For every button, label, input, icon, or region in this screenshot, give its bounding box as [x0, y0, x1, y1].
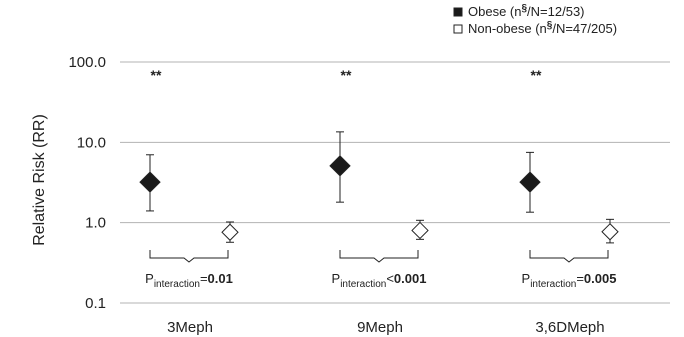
x-tick-label: 9Meph [357, 319, 403, 336]
interaction-bracket [150, 250, 228, 262]
legend-entry: Obese (n§/N=12/53) [468, 3, 585, 19]
data-point-marker [520, 172, 540, 192]
data-point-marker [602, 224, 618, 240]
significance-marker: ** [151, 67, 162, 83]
legend-entry: Non-obese (n§/N=47/205) [468, 20, 617, 36]
significance-marker: ** [341, 67, 352, 83]
legend-swatch [454, 8, 462, 16]
y-tick-label: 10.0 [77, 134, 106, 151]
data-marks [140, 132, 618, 243]
x-tick-label: 3Meph [167, 319, 213, 336]
data-point-marker [140, 172, 160, 192]
y-tick-label: 100.0 [68, 54, 106, 71]
legend: Obese (n§/N=12/53)Non-obese (n§/N=47/205… [454, 3, 617, 36]
grid-lines [120, 62, 670, 303]
x-axis-ticks: 3Meph 9Meph 3,6DMeph [167, 319, 605, 336]
data-point-marker [222, 224, 238, 240]
y-axis-title: Relative Risk (RR) [31, 114, 48, 246]
y-tick-label: 0.1 [85, 295, 106, 312]
significance-marker: ** [531, 67, 542, 83]
p-interaction-label: Pinteraction<0.001 [332, 271, 427, 290]
y-tick-label: 1.0 [85, 215, 106, 232]
data-point-marker [412, 222, 428, 238]
p-interaction-label: Pinteraction=0.005 [522, 271, 617, 290]
interaction-bracket [340, 250, 418, 262]
interaction-bracket [530, 250, 608, 262]
y-axis-ticks: 100.0 10.0 1.0 0.1 [68, 54, 106, 312]
annotations: ** ** ** Pinteraction=0.01 Pinteraction<0.00… [145, 67, 616, 290]
data-point-marker [330, 156, 350, 176]
x-tick-label: 3,6DMeph [535, 319, 604, 336]
legend-swatch [454, 25, 462, 33]
p-interaction-label: Pinteraction=0.01 [145, 271, 233, 290]
